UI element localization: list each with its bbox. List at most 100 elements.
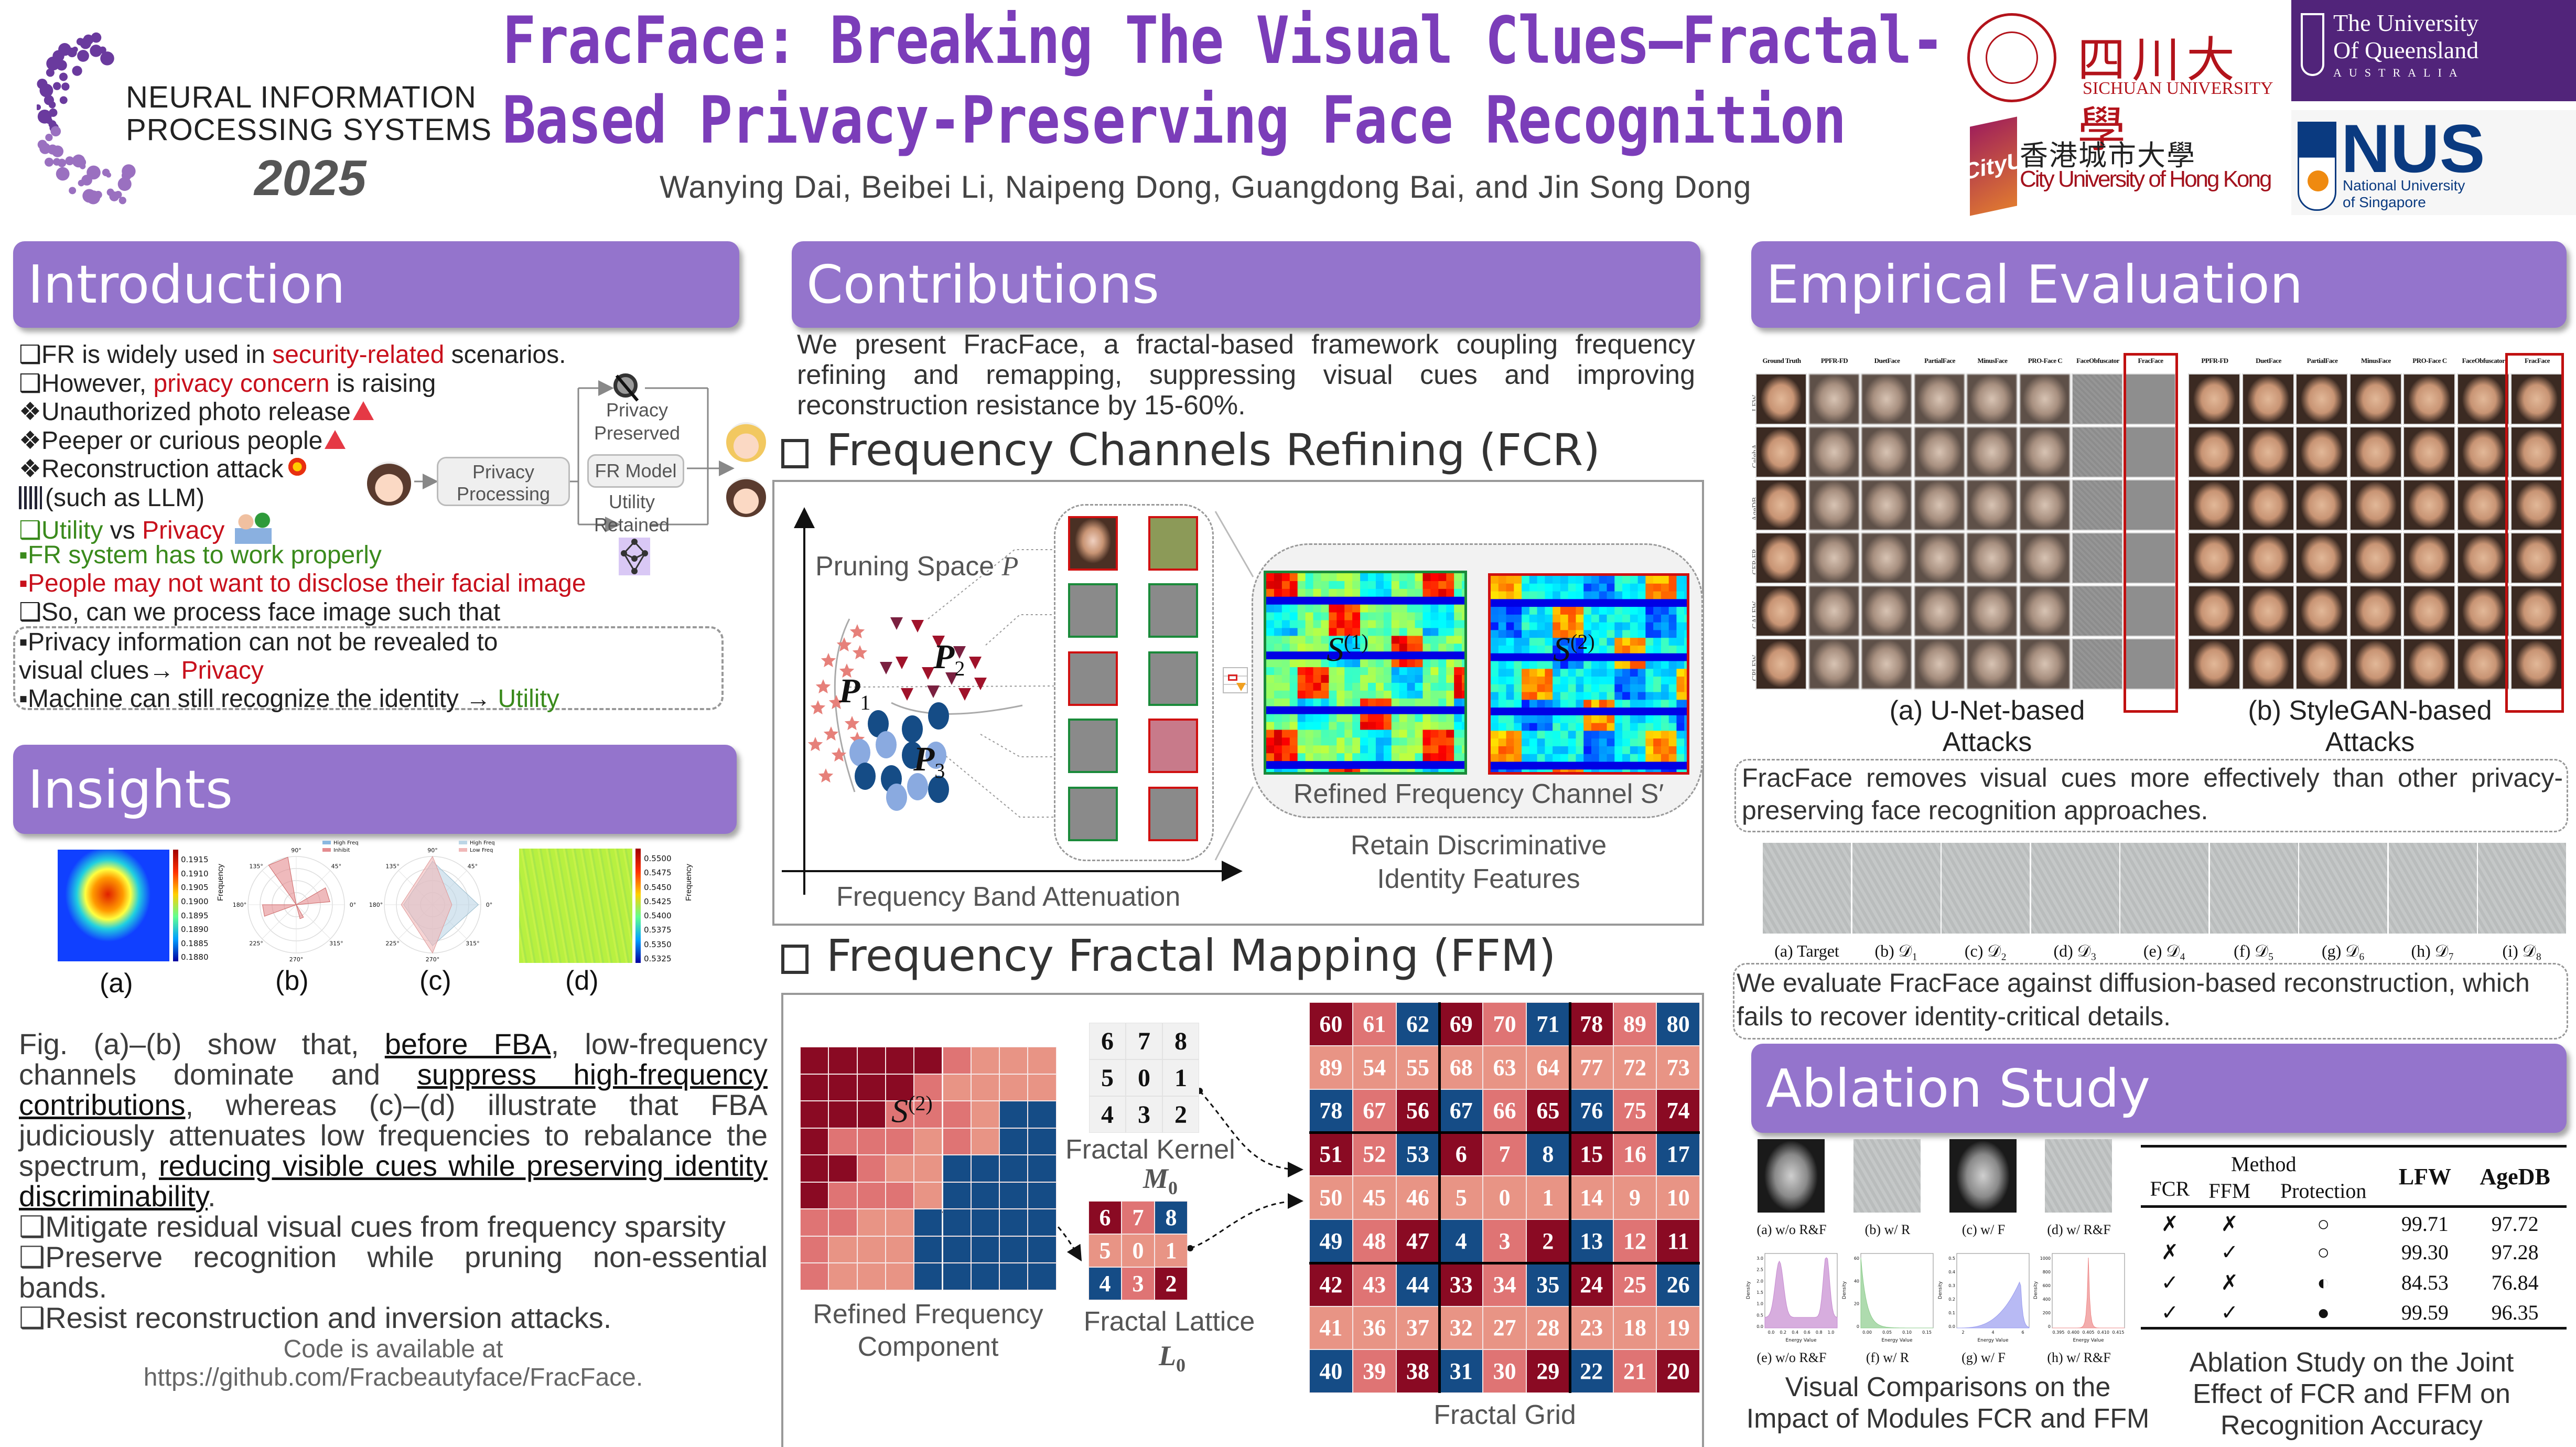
heatmap-cell [1454, 573, 1462, 582]
section-header-insights: Insights [13, 745, 737, 834]
code-link[interactable]: https://github.com/Fracbeautyface/FracFa… [143, 1364, 643, 1391]
heatmap-cell [1430, 753, 1439, 762]
frequency-band-thumbnail [1068, 516, 1118, 571]
heatmap-cell [1375, 573, 1384, 582]
lattice-cell: 2 [1155, 1267, 1188, 1300]
heatmap-cell [1336, 644, 1345, 652]
heatmap-cell [1321, 753, 1329, 762]
heatmap-cell [1391, 604, 1400, 613]
heatmap-cell [1560, 769, 1569, 772]
heatmap-cell [1537, 645, 1545, 654]
heatmap-cell [1321, 596, 1329, 605]
component-cell [999, 1101, 1028, 1128]
table-cell-ffm: ✓ [2221, 1240, 2238, 1264]
polar-area [262, 904, 297, 917]
component-cell [828, 1155, 857, 1182]
heatmap-cell [1368, 581, 1376, 589]
heatmap-cell [1645, 630, 1654, 638]
heatmap-cell [1591, 715, 1600, 724]
heatmap-cell [1614, 653, 1623, 661]
heatmap-cell [1607, 708, 1615, 716]
component-cell [800, 1155, 829, 1182]
component-cell [914, 1101, 943, 1128]
s-sup: (2) [1570, 630, 1595, 653]
heatmap-cell [1529, 762, 1538, 770]
legend-swatch [459, 848, 467, 852]
heatmap-cell [1684, 661, 1687, 669]
cluster-p1-point [807, 737, 823, 752]
heatmap-cell [1637, 677, 1646, 685]
heatmap-cell [1560, 583, 1569, 592]
heatmap-cell [1313, 706, 1321, 715]
heatmap-cell [1266, 714, 1275, 723]
heatmap-cell [1336, 612, 1345, 621]
cluster-p2-point [901, 688, 913, 701]
fractal-grid-cell: 23 [1569, 1306, 1613, 1350]
heatmap-cell [1321, 620, 1329, 628]
heatmap-cell [1506, 614, 1514, 623]
heatmap-cell [1438, 753, 1447, 762]
heatmap-cell [1553, 762, 1561, 770]
heatmap-cell [1537, 692, 1545, 700]
heatmap-cell [1321, 644, 1329, 652]
heatmap-cell [1576, 738, 1584, 747]
heatmap-cell [1438, 698, 1447, 707]
heatmap-cell [1430, 730, 1439, 738]
heatmap-cell [1383, 714, 1392, 723]
kernel-cell: 8 [1162, 1023, 1199, 1059]
cluster-p2-point [958, 688, 971, 701]
heatmap-cell [1506, 754, 1514, 762]
heatmap-cell [1506, 661, 1514, 669]
heatmap-cell [1676, 769, 1685, 772]
fractal-grid-cell: 53 [1396, 1132, 1440, 1176]
heatmap-cell [1553, 607, 1561, 615]
heatmap-cell [1274, 698, 1282, 707]
heatmap-cell [1454, 737, 1462, 746]
y-tick-label: 2.0 [1756, 1279, 1763, 1283]
heatmap-cell [1645, 754, 1654, 762]
face-image [2188, 638, 2240, 690]
heatmap-cell [1498, 630, 1507, 638]
polar-angle-label: 135° [385, 863, 400, 870]
heatmap-cell [1668, 769, 1677, 772]
heatmap-cell [1607, 614, 1615, 623]
fcr-figure [772, 480, 1704, 926]
paragraph-text: . [207, 1180, 216, 1213]
y-tick-label: 20 [1854, 1302, 1859, 1306]
cluster-label-p2: P2 [933, 637, 965, 681]
heatmap-cell [1352, 745, 1361, 754]
heatmap-cell [1305, 730, 1314, 738]
heatmap-cell [1591, 622, 1600, 630]
colorbar-d-label: Frequency [684, 864, 693, 901]
heatmap-cell [1599, 661, 1608, 669]
heatmap-cell [1537, 715, 1545, 724]
heatmap-cell [1391, 769, 1400, 772]
kernel-cell: 7 [1126, 1023, 1162, 1059]
intro-line: visual clues→ Privacy [19, 657, 264, 685]
heatmap-cell [1454, 690, 1462, 699]
heatmap-cell [1430, 722, 1439, 730]
heatmap-cell [1462, 596, 1464, 605]
heatmap-cell [1498, 583, 1507, 592]
heatmap-cell [1661, 708, 1669, 716]
heatmap-cell [1289, 730, 1298, 738]
heatmap-cell [1297, 651, 1306, 660]
heatmap-cell [1568, 754, 1576, 762]
y-tick-label: 1.0 [1756, 1302, 1763, 1306]
heatmap-cell [1446, 675, 1454, 683]
component-cell [999, 1209, 1028, 1236]
heatmap-cell [1422, 636, 1431, 644]
heatmap-cell [1676, 599, 1685, 607]
heatmap-cell [1537, 638, 1545, 646]
lattice-cell: 8 [1155, 1201, 1188, 1234]
heatmap-cell [1391, 745, 1400, 754]
fractal-grid-cell: 12 [1613, 1219, 1657, 1263]
heatmap-cell [1305, 628, 1314, 636]
heatmap-cell [1266, 604, 1275, 613]
heatmap-cell [1591, 754, 1600, 762]
heatmap-cell [1462, 620, 1464, 628]
poster-title-line1: FracFace: Breaking The Visual Clues—Frac… [502, 3, 1945, 79]
heatmap-cell [1266, 722, 1275, 730]
heatmap-cell [1522, 576, 1530, 584]
section-header-introduction: Introduction [13, 241, 739, 328]
